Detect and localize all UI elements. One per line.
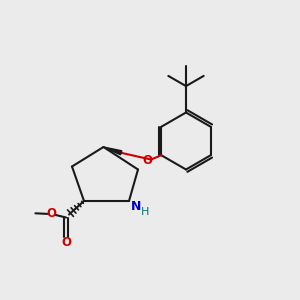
Text: N: N xyxy=(131,200,142,214)
Text: O: O xyxy=(61,236,71,249)
Text: O: O xyxy=(46,207,56,220)
Polygon shape xyxy=(103,147,122,155)
Text: H: H xyxy=(141,207,150,218)
Text: O: O xyxy=(142,154,152,166)
